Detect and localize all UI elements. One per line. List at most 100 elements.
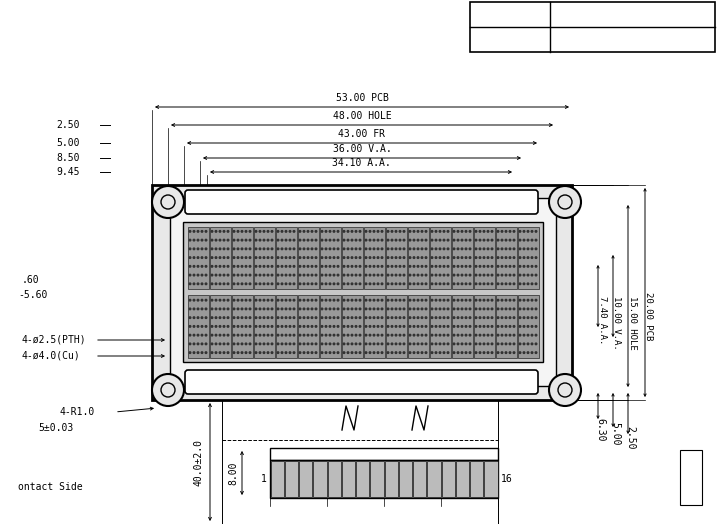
Circle shape — [483, 266, 485, 267]
Circle shape — [333, 308, 335, 310]
Circle shape — [403, 266, 405, 267]
Circle shape — [337, 283, 339, 285]
Circle shape — [311, 325, 313, 327]
Circle shape — [531, 325, 533, 327]
Circle shape — [475, 325, 477, 327]
Circle shape — [277, 299, 279, 301]
Circle shape — [193, 274, 195, 276]
Circle shape — [197, 266, 199, 267]
Bar — [429, 296, 450, 357]
Circle shape — [250, 325, 251, 327]
Circle shape — [409, 231, 411, 232]
Circle shape — [469, 334, 471, 336]
Circle shape — [205, 317, 206, 319]
Circle shape — [260, 317, 261, 319]
Circle shape — [501, 334, 503, 336]
Circle shape — [193, 257, 195, 258]
Circle shape — [497, 283, 499, 285]
Circle shape — [453, 343, 455, 345]
Circle shape — [219, 317, 221, 319]
Circle shape — [417, 308, 419, 310]
Circle shape — [245, 352, 247, 353]
Circle shape — [293, 239, 295, 241]
Circle shape — [391, 334, 393, 336]
Bar — [341, 296, 363, 357]
Circle shape — [469, 299, 471, 301]
Circle shape — [531, 343, 533, 345]
Circle shape — [281, 239, 282, 241]
Circle shape — [387, 283, 389, 285]
Circle shape — [299, 308, 301, 310]
Circle shape — [381, 257, 383, 258]
Circle shape — [417, 334, 419, 336]
Circle shape — [440, 325, 441, 327]
Circle shape — [403, 299, 405, 301]
Circle shape — [395, 352, 397, 353]
Circle shape — [351, 325, 353, 327]
Circle shape — [189, 274, 191, 276]
Circle shape — [307, 266, 309, 267]
Circle shape — [535, 317, 537, 319]
Circle shape — [491, 231, 493, 232]
Circle shape — [381, 299, 383, 301]
Circle shape — [237, 239, 239, 241]
Circle shape — [311, 239, 313, 241]
Circle shape — [509, 283, 511, 285]
Circle shape — [260, 283, 261, 285]
Circle shape — [374, 266, 375, 267]
Circle shape — [519, 343, 521, 345]
Circle shape — [365, 317, 367, 319]
Circle shape — [440, 231, 441, 232]
Circle shape — [241, 334, 243, 336]
Circle shape — [505, 352, 507, 353]
Circle shape — [227, 308, 229, 310]
Circle shape — [241, 231, 243, 232]
Circle shape — [501, 283, 503, 285]
Circle shape — [347, 274, 348, 276]
Circle shape — [457, 266, 459, 267]
Circle shape — [519, 239, 521, 241]
Circle shape — [395, 334, 397, 336]
Circle shape — [293, 343, 295, 345]
Circle shape — [391, 257, 393, 258]
Text: 1: 1 — [261, 474, 267, 484]
Circle shape — [215, 352, 217, 353]
Circle shape — [329, 352, 331, 353]
Circle shape — [443, 325, 445, 327]
Circle shape — [289, 283, 291, 285]
Circle shape — [241, 325, 243, 327]
Circle shape — [263, 231, 265, 232]
Circle shape — [307, 308, 309, 310]
Circle shape — [223, 248, 225, 249]
Circle shape — [440, 239, 441, 241]
Circle shape — [227, 231, 229, 232]
Circle shape — [359, 283, 361, 285]
Circle shape — [193, 317, 195, 319]
Circle shape — [413, 317, 415, 319]
Circle shape — [369, 317, 371, 319]
Circle shape — [409, 334, 411, 336]
Text: 5.00: 5.00 — [57, 138, 80, 148]
Bar — [386, 296, 407, 357]
Circle shape — [321, 283, 323, 285]
Circle shape — [189, 283, 191, 285]
Circle shape — [250, 239, 251, 241]
Circle shape — [299, 325, 301, 327]
Circle shape — [479, 352, 481, 353]
Circle shape — [161, 383, 175, 397]
Circle shape — [365, 343, 367, 345]
Circle shape — [403, 325, 405, 327]
Circle shape — [267, 317, 269, 319]
Circle shape — [315, 352, 317, 353]
Circle shape — [233, 343, 234, 345]
Circle shape — [285, 248, 287, 249]
Circle shape — [381, 283, 383, 285]
Bar — [328, 461, 341, 497]
Circle shape — [457, 274, 459, 276]
Circle shape — [311, 231, 313, 232]
Circle shape — [303, 231, 305, 232]
Circle shape — [359, 248, 361, 249]
Circle shape — [215, 317, 217, 319]
Circle shape — [403, 239, 405, 241]
Circle shape — [237, 283, 239, 285]
